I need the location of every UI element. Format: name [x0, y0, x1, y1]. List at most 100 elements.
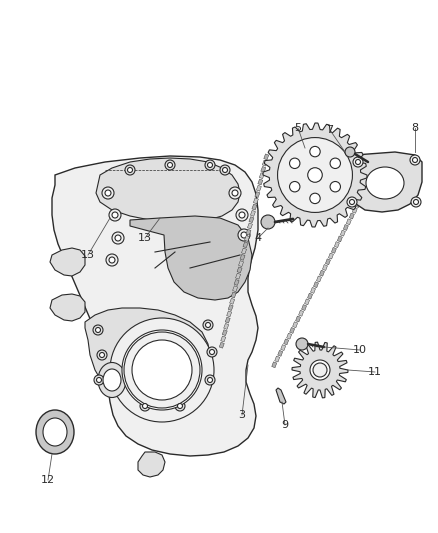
- Bar: [281, 345, 286, 351]
- Circle shape: [110, 318, 214, 422]
- Bar: [349, 213, 354, 219]
- Circle shape: [330, 182, 340, 192]
- Polygon shape: [263, 123, 367, 227]
- Circle shape: [115, 235, 121, 241]
- Bar: [244, 236, 250, 241]
- Circle shape: [310, 360, 330, 380]
- Bar: [328, 253, 333, 259]
- Circle shape: [95, 327, 100, 333]
- Circle shape: [109, 257, 115, 263]
- Polygon shape: [346, 152, 422, 212]
- Circle shape: [142, 403, 148, 408]
- Circle shape: [330, 158, 340, 168]
- Bar: [343, 224, 348, 230]
- Bar: [243, 242, 248, 248]
- Bar: [221, 336, 226, 342]
- Circle shape: [308, 168, 322, 182]
- Polygon shape: [96, 158, 240, 222]
- Bar: [334, 241, 339, 248]
- Bar: [314, 282, 318, 288]
- Circle shape: [140, 401, 150, 411]
- Text: 13: 13: [81, 250, 95, 260]
- Circle shape: [96, 377, 102, 383]
- Polygon shape: [276, 388, 286, 404]
- Circle shape: [345, 147, 355, 157]
- Circle shape: [127, 167, 133, 173]
- Circle shape: [278, 138, 353, 213]
- Circle shape: [94, 375, 104, 385]
- Text: 9: 9: [282, 420, 289, 430]
- Circle shape: [209, 350, 215, 354]
- Circle shape: [167, 163, 173, 167]
- Circle shape: [236, 209, 248, 221]
- Polygon shape: [138, 452, 165, 477]
- Circle shape: [205, 322, 211, 327]
- Circle shape: [220, 165, 230, 175]
- Circle shape: [97, 350, 107, 360]
- Circle shape: [296, 338, 308, 350]
- Circle shape: [205, 160, 215, 170]
- Bar: [311, 287, 315, 293]
- Bar: [225, 317, 230, 323]
- Bar: [299, 310, 304, 316]
- Circle shape: [353, 157, 363, 167]
- Bar: [258, 179, 263, 185]
- Circle shape: [229, 187, 241, 199]
- Circle shape: [106, 254, 118, 266]
- Circle shape: [105, 190, 111, 196]
- Circle shape: [207, 347, 217, 357]
- Circle shape: [313, 363, 327, 377]
- Circle shape: [239, 212, 245, 218]
- Bar: [304, 299, 310, 305]
- Bar: [259, 173, 264, 179]
- Bar: [317, 276, 321, 282]
- Bar: [332, 247, 336, 253]
- Circle shape: [413, 157, 417, 163]
- Bar: [322, 264, 328, 270]
- Bar: [247, 223, 252, 229]
- Bar: [255, 191, 260, 198]
- Circle shape: [410, 155, 420, 165]
- Bar: [340, 230, 346, 236]
- Bar: [272, 362, 277, 368]
- Bar: [278, 350, 283, 356]
- Circle shape: [177, 403, 183, 408]
- Circle shape: [208, 163, 212, 167]
- Bar: [358, 196, 363, 202]
- Bar: [301, 304, 307, 311]
- Bar: [236, 273, 240, 279]
- Ellipse shape: [103, 369, 121, 391]
- Bar: [293, 322, 298, 328]
- Bar: [249, 217, 254, 223]
- Circle shape: [413, 199, 418, 205]
- Bar: [325, 259, 330, 265]
- Bar: [307, 293, 313, 299]
- Bar: [252, 204, 257, 210]
- Text: 11: 11: [368, 367, 382, 377]
- Circle shape: [99, 352, 105, 358]
- Polygon shape: [130, 216, 252, 300]
- Bar: [361, 190, 366, 196]
- Text: 5: 5: [294, 123, 301, 133]
- Text: 8: 8: [411, 123, 419, 133]
- Text: 3: 3: [239, 410, 246, 420]
- Polygon shape: [50, 294, 85, 321]
- Circle shape: [102, 187, 114, 199]
- Bar: [224, 324, 229, 329]
- Bar: [286, 333, 292, 339]
- Circle shape: [132, 340, 192, 400]
- Bar: [319, 270, 325, 276]
- Text: 12: 12: [41, 475, 55, 485]
- Circle shape: [223, 167, 227, 173]
- Circle shape: [112, 212, 118, 218]
- Bar: [239, 261, 244, 266]
- Circle shape: [175, 401, 185, 411]
- Bar: [234, 279, 239, 285]
- Bar: [237, 267, 242, 273]
- Bar: [226, 311, 232, 317]
- Circle shape: [290, 158, 300, 168]
- Bar: [262, 160, 267, 166]
- Bar: [261, 166, 266, 172]
- Circle shape: [261, 215, 275, 229]
- Bar: [219, 342, 224, 348]
